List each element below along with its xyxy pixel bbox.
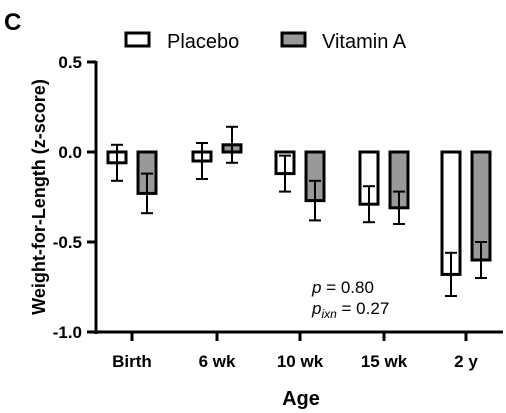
p-ixn-value: = 0.27 bbox=[337, 299, 389, 318]
legend-label-placebo: Placebo bbox=[167, 31, 239, 53]
legend-swatch-vitamin-a bbox=[280, 31, 307, 48]
p-value: = 0.80 bbox=[321, 278, 373, 297]
y-tick-label-1: 0.0 bbox=[58, 143, 82, 162]
x-tick-label-0: Birth bbox=[112, 352, 152, 371]
legend-label-vitamin-a: Vitamin A bbox=[322, 31, 407, 53]
p-ixn-text: pixn = 0.27 bbox=[311, 299, 389, 321]
legend: Placebo Vitamin A bbox=[124, 31, 407, 53]
p-value-text: p = 0.80 bbox=[311, 278, 374, 297]
x-tick-label-3: 15 wk bbox=[361, 352, 408, 371]
panel-label: C bbox=[4, 9, 21, 36]
p-ixn-symbol: p bbox=[311, 299, 321, 318]
y-axis: 0.5 0.0 -0.5 -1.0 bbox=[53, 53, 98, 342]
y-tick-label-0: 0.5 bbox=[58, 53, 82, 72]
y-tick-label-3: -1.0 bbox=[53, 323, 82, 342]
x-tick-label-2: 10 wk bbox=[277, 352, 324, 371]
x-axis: Birth 6 wk 10 wk 15 wk 2 y bbox=[96, 330, 503, 371]
x-axis-label: Age bbox=[282, 388, 320, 410]
p-symbol: p bbox=[311, 278, 321, 297]
p-ixn-subscript: ixn bbox=[321, 307, 337, 321]
bars bbox=[106, 125, 492, 297]
y-axis-label: Weight-for-Length (z-score) bbox=[29, 79, 49, 315]
y-tick-label-2: -0.5 bbox=[53, 233, 82, 252]
x-tick-label-4: 2 y bbox=[454, 352, 478, 371]
p-value-annotation: p = 0.80 pixn = 0.27 bbox=[311, 278, 389, 321]
x-tick-label-1: 6 wk bbox=[199, 352, 236, 371]
legend-swatch-placebo bbox=[124, 31, 151, 48]
